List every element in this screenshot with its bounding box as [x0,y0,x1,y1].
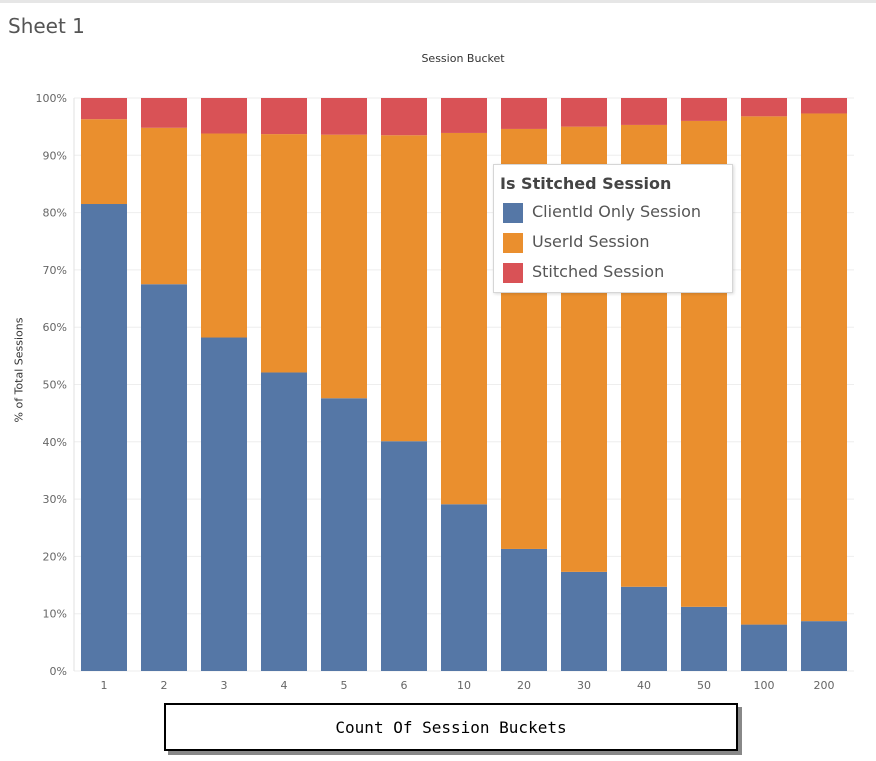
legend-item-userid[interactable]: UserId Session [503,232,728,255]
bar-segment-userid-session-1[interactable] [81,119,127,205]
bar-segment-stitched-session-4[interactable] [261,98,307,135]
stacked-bar-chart: 0% 10% 20% 30% 40% 50% 60% 70% 80% 90% 100% 1 2 3 4 5 6… [36,92,854,692]
x-axis-title-box: Count Of Session Buckets [164,703,738,751]
bar-segment-userid-session-200[interactable] [801,113,847,622]
x-tick-label: 20 [517,679,531,692]
legend-item-stitched[interactable]: Stitched Session [503,262,728,285]
y-tick-label: 10% [43,608,67,621]
bar-segment-clientid-only-session-2[interactable] [141,284,187,671]
top-rule [0,0,876,3]
y-tick-label: 100% [36,92,67,105]
y-tick-label: 40% [43,436,67,449]
bar-segment-userid-session-2[interactable] [141,127,187,285]
bar-segment-clientid-only-session-200[interactable] [801,621,847,671]
bar-segment-clientid-only-session-20[interactable] [501,548,547,671]
sheet-title: Sheet 1 [8,14,85,38]
bar-segment-userid-session-4[interactable] [261,134,307,373]
bar-segment-clientid-only-session-10[interactable] [441,504,487,671]
legend-item-clientid-only[interactable]: ClientId Only Session [503,202,728,225]
legend-swatch [503,263,523,283]
x-tick-label: 1 [101,679,108,692]
bar-segment-stitched-session-5[interactable] [321,98,367,135]
bar-segment-stitched-session-3[interactable] [201,98,247,134]
bar-segment-userid-session-5[interactable] [321,134,367,399]
bar-segment-stitched-session-200[interactable] [801,98,847,114]
y-tick-label: 20% [43,550,67,563]
x-tick-label: 30 [577,679,591,692]
column-header: Session Bucket [421,52,505,65]
legend-title: Is Stitched Session [500,174,672,193]
x-tick-label: 6 [401,679,408,692]
bar-segment-stitched-session-10[interactable] [441,98,487,133]
bar-segment-stitched-session-20[interactable] [501,98,547,129]
bar-segment-userid-session-10[interactable] [441,132,487,505]
bar-segment-stitched-session-40[interactable] [621,98,667,125]
x-tick-label: 4 [281,679,288,692]
x-tick-label: 10 [457,679,471,692]
bar-segment-userid-session-3[interactable] [201,133,247,338]
bar-segment-clientid-only-session-100[interactable] [741,624,787,671]
y-tick-label: 50% [43,379,67,392]
legend-swatch [503,203,523,223]
bar-segment-stitched-session-2[interactable] [141,98,187,128]
x-tick-label: 40 [637,679,651,692]
x-tick-label: 2 [161,679,168,692]
bars [81,98,847,671]
x-axis: 1 2 3 4 5 6 10 20 30 40 50 100 200 [101,679,835,692]
legend-label: Stitched Session [532,262,665,281]
x-axis-title: Count Of Session Buckets [335,718,567,737]
bar-segment-stitched-session-1[interactable] [81,98,127,120]
legend[interactable]: Is Stitched Session ClientId Only Sessio… [493,164,733,293]
x-tick-label: 200 [814,679,835,692]
y-tick-label: 70% [43,264,67,277]
bar-segment-stitched-session-100[interactable] [741,98,787,117]
x-tick-label: 5 [341,679,348,692]
bar-segment-clientid-only-session-3[interactable] [201,337,247,671]
bar-segment-stitched-session-30[interactable] [561,98,607,127]
bar-segment-stitched-session-6[interactable] [381,98,427,136]
bar-segment-clientid-only-session-5[interactable] [321,398,367,671]
bar-segment-userid-session-100[interactable] [741,116,787,625]
bar-segment-userid-session-6[interactable] [381,135,427,442]
y-tick-label: 90% [43,149,67,162]
x-tick-label: 50 [697,679,711,692]
bar-segment-clientid-only-session-6[interactable] [381,441,427,671]
bar-segment-clientid-only-session-4[interactable] [261,372,307,671]
bar-segment-stitched-session-50[interactable] [681,98,727,121]
bar-segment-clientid-only-session-1[interactable] [81,204,127,671]
x-tick-label: 100 [754,679,775,692]
bar-segment-clientid-only-session-40[interactable] [621,586,667,671]
legend-label: UserId Session [532,232,650,251]
bar-segment-clientid-only-session-50[interactable] [681,606,727,671]
legend-label: ClientId Only Session [532,202,702,221]
legend-swatch [503,233,523,253]
y-tick-label: 60% [43,321,67,334]
y-tick-label: 0% [50,665,67,678]
bar-segment-clientid-only-session-30[interactable] [561,571,607,671]
y-tick-label: 80% [43,207,67,220]
y-axis: 0% 10% 20% 30% 40% 50% 60% 70% 80% 90% 100% [36,92,75,678]
x-tick-label: 3 [221,679,228,692]
y-tick-label: 30% [43,493,67,506]
